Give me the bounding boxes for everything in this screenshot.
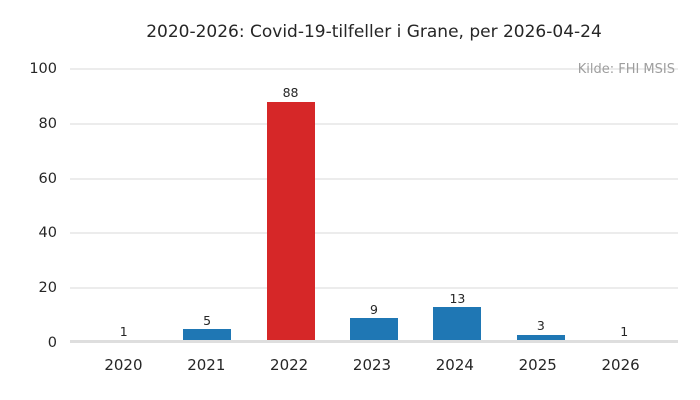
chart-title: 2020-2026: Covid-19-tilfeller i Grane, p…: [146, 22, 602, 42]
gridline-100: [70, 68, 678, 70]
x-tick-label-2024: 2024: [435, 356, 474, 374]
y-tick-label-80: 80: [38, 115, 57, 132]
bar-value-label-2025: 3: [536, 318, 545, 334]
gridline-60: [70, 177, 678, 180]
bar-value-label-2020: 1: [119, 323, 128, 339]
x-tick-label-2020: 2020: [104, 356, 143, 374]
bar-group-2024: 13: [416, 290, 499, 343]
gridline-40: [70, 232, 678, 235]
bar-group-2022: 88: [249, 86, 332, 343]
y-tick-label-60: 60: [38, 170, 57, 187]
bar-2025: [516, 334, 565, 343]
bar-2024: [433, 307, 482, 343]
bar-value-label-2022: 88: [282, 85, 299, 101]
bar-value-label-2023: 9: [370, 301, 378, 317]
bar-2021: [183, 329, 232, 343]
x-tick-label-2026: 2026: [601, 356, 640, 374]
bar-group-2021: 5: [165, 312, 248, 343]
bar-group-2025: 3: [499, 319, 582, 343]
y-tick-label-20: 20: [38, 280, 57, 297]
x-tick-label-2022: 2022: [270, 356, 309, 374]
y-tick-label-40: 40: [38, 225, 57, 242]
bar-value-label-2021: 5: [203, 312, 212, 328]
gridline-80: [70, 122, 678, 125]
bar-group-2023: 9: [332, 301, 415, 343]
x-axis-labels: 2020 2021 2022 2023 2024 2025 2026: [82, 356, 662, 374]
bar-value-label-2024: 13: [449, 290, 466, 306]
x-axis-baseline: [70, 340, 678, 343]
bar-2023: [349, 318, 398, 343]
bar-2022: [266, 101, 315, 343]
source-note: Kilde: FHI MSIS: [577, 62, 675, 77]
x-tick-label-2021: 2021: [187, 356, 226, 374]
gridline-20: [70, 287, 678, 290]
x-tick-label-2023: 2023: [352, 356, 392, 374]
plot-area: 1 5 88 9 13 3 1: [70, 68, 678, 343]
y-tick-label-100: 100: [29, 61, 57, 77]
y-tick-label-0: 0: [47, 335, 57, 351]
x-tick-label-2025: 2025: [518, 356, 557, 374]
bars-strip: 1 5 88 9 13 3 1: [82, 69, 666, 343]
bar-value-label-2026: 1: [620, 323, 629, 339]
